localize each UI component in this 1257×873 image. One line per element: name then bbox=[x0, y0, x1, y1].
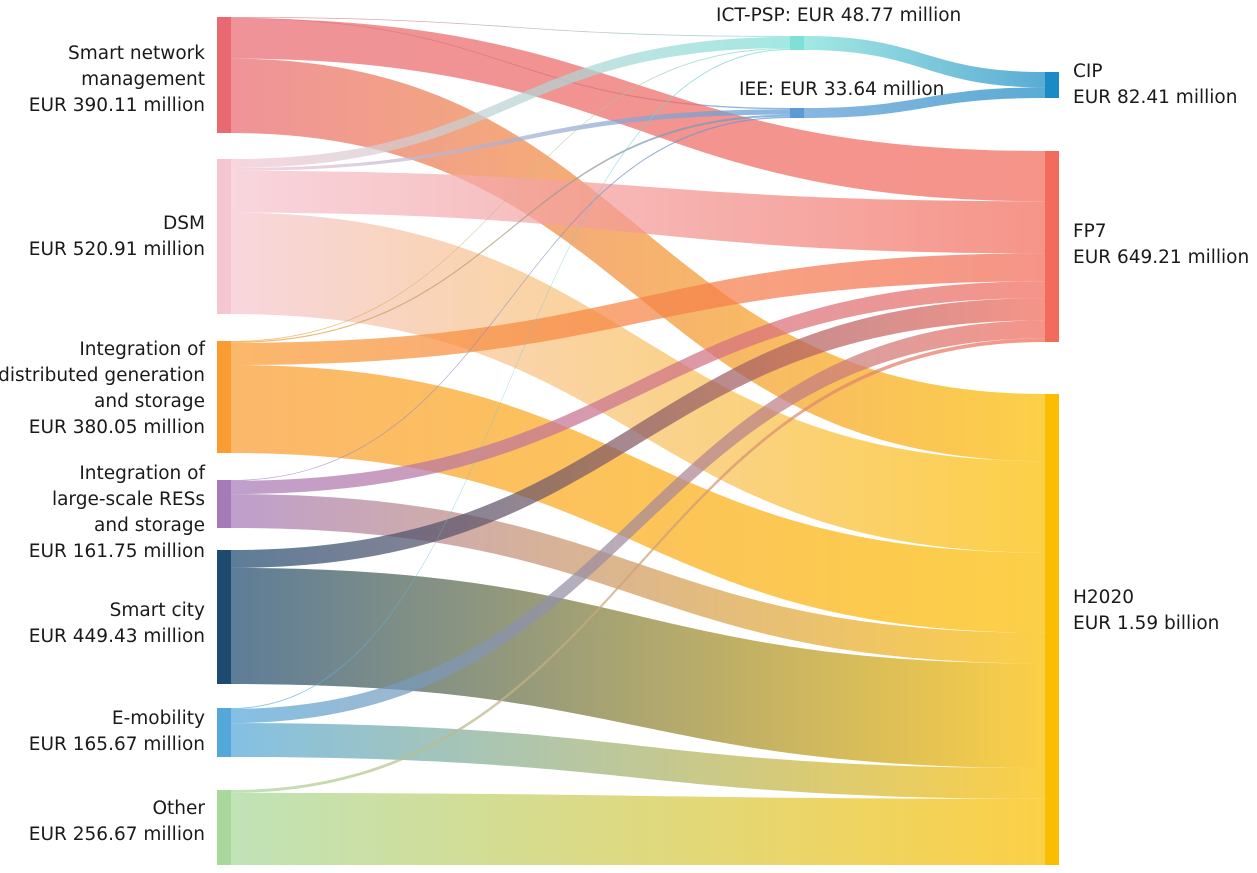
label-idg: Integration of distributed generation and … bbox=[0, 337, 205, 441]
flow-links bbox=[231, 17, 1045, 865]
label-line: Other bbox=[152, 798, 205, 819]
node-emob bbox=[217, 708, 231, 757]
label-line: EUR 390.11 million bbox=[28, 95, 205, 116]
label-cip: CIP EUR 82.41 million bbox=[1073, 59, 1237, 111]
label-line: EUR 649.21 million bbox=[1073, 247, 1250, 268]
node-ict bbox=[790, 36, 804, 50]
flow-city-to-fp7 bbox=[231, 298, 1045, 568]
flow-other-to-h2020 bbox=[231, 792, 1045, 865]
flow-iee-to-cip bbox=[804, 87, 1045, 118]
label-iee: IEE: EUR 33.64 million bbox=[739, 77, 944, 103]
label-fp7: FP7 EUR 649.21 million bbox=[1073, 219, 1249, 271]
label-dsm: DSM EUR 520.91 million bbox=[29, 211, 205, 263]
flow-emob-to-h2020 bbox=[231, 723, 1045, 799]
flow-ict-to-cip bbox=[804, 36, 1045, 88]
flow-dsm-to-iee bbox=[231, 109, 790, 171]
flow-idg-to-h2020 bbox=[231, 365, 1045, 633]
node-ires bbox=[217, 480, 231, 528]
flow-snm-to-h2020 bbox=[231, 58, 1045, 462]
flow-ires-to-iee bbox=[231, 116, 790, 481]
label-line: E-mobility bbox=[111, 708, 205, 729]
label-line: Integration of bbox=[79, 463, 205, 484]
flow-idg-to-fp7 bbox=[231, 253, 1045, 366]
node-fp7 bbox=[1045, 151, 1059, 342]
flow-emob-to-fp7 bbox=[231, 320, 1045, 724]
node-snm bbox=[217, 17, 231, 133]
label-line: DSM bbox=[163, 213, 205, 234]
node-dsm bbox=[217, 159, 231, 314]
flow-idg-to-iee bbox=[231, 114, 790, 343]
flow-snm-to-fp7 bbox=[231, 18, 1045, 202]
flow-emob-to-ict bbox=[231, 48, 790, 709]
node-city bbox=[217, 550, 231, 684]
node-idg bbox=[217, 341, 231, 453]
label-line: and storage bbox=[94, 515, 205, 536]
label-ict: ICT-PSP: EUR 48.77 million bbox=[716, 3, 961, 29]
label-line: ICT-PSP: EUR 48.77 million bbox=[716, 5, 962, 26]
label-line: EUR 82.41 million bbox=[1073, 87, 1238, 108]
node-cip bbox=[1045, 72, 1059, 98]
nodes bbox=[217, 17, 1059, 865]
flow-ires-to-fp7 bbox=[231, 281, 1045, 495]
label-ires: Integration of large-scale RESs and storag… bbox=[29, 461, 205, 565]
label-line: distributed generation bbox=[0, 365, 205, 386]
label-snm: Smart network management EUR 390.11 millio… bbox=[29, 41, 205, 119]
label-emob: E-mobility EUR 165.67 million bbox=[29, 706, 205, 758]
label-line: large-scale RESs bbox=[51, 489, 205, 510]
label-other: Other EUR 256.67 million bbox=[29, 796, 205, 848]
label-line: EUR 161.75 million bbox=[28, 541, 205, 562]
flow-idg-to-ict bbox=[231, 47, 790, 342]
node-iee bbox=[790, 108, 804, 118]
label-line: EUR 165.67 million bbox=[28, 734, 205, 755]
label-line: EUR 380.05 million bbox=[28, 417, 205, 438]
label-line: management bbox=[81, 69, 205, 90]
label-line: Integration of bbox=[79, 339, 205, 360]
label-city: Smart city EUR 449.43 million bbox=[29, 598, 205, 650]
flow-dsm-to-ict bbox=[231, 36, 790, 168]
label-line: H2020 bbox=[1073, 587, 1134, 608]
node-other bbox=[217, 790, 231, 865]
flow-other-to-fp7 bbox=[231, 338, 1045, 793]
label-line: EUR 449.43 million bbox=[28, 626, 205, 647]
flow-dsm-to-fp7 bbox=[231, 170, 1045, 254]
flow-snm-to-ict bbox=[231, 17, 790, 37]
label-line: CIP bbox=[1073, 61, 1103, 82]
label-line: and storage bbox=[94, 391, 205, 412]
node-h2020 bbox=[1045, 394, 1059, 865]
label-line: FP7 bbox=[1073, 221, 1107, 242]
label-line: EUR 520.91 million bbox=[28, 239, 205, 260]
label-h2020: H2020 EUR 1.59 billion bbox=[1073, 585, 1219, 637]
label-line: EUR 256.67 million bbox=[28, 824, 205, 845]
label-line: IEE: EUR 33.64 million bbox=[739, 79, 945, 100]
flow-city-to-h2020 bbox=[231, 567, 1045, 769]
label-line: Smart city bbox=[109, 600, 205, 621]
label-line: Smart network bbox=[68, 43, 205, 64]
label-line: EUR 1.59 billion bbox=[1073, 613, 1220, 634]
